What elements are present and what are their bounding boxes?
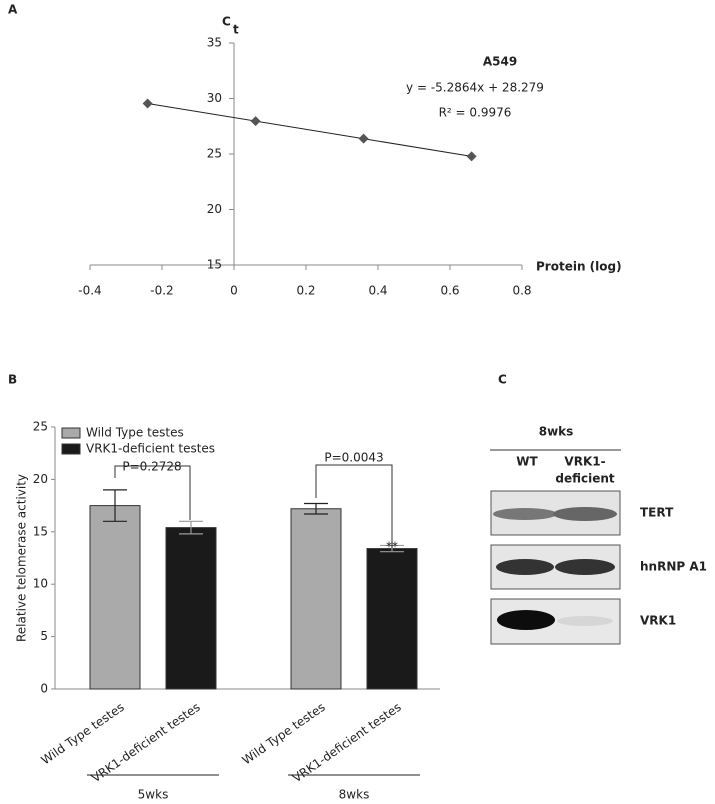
r-squared: R² = 0.9976 — [439, 106, 512, 120]
blot-band — [553, 507, 617, 521]
x-tick-label: 0.8 — [512, 284, 531, 298]
blot-band — [493, 508, 557, 520]
bracket — [315, 464, 393, 548]
blot-row: TERT — [640, 506, 674, 520]
error-bar — [103, 489, 127, 522]
y-tick-label: 10 — [33, 577, 48, 591]
bracket — [114, 465, 191, 520]
x-tick-label: 0.4 — [368, 284, 387, 298]
blot-band — [555, 559, 615, 575]
blot-band — [497, 610, 555, 630]
error-bar — [179, 520, 203, 535]
blot-column: VRK1- — [564, 455, 605, 469]
point — [142, 98, 153, 109]
y-axis-label: C — [222, 15, 231, 29]
x-tick-label: 8wks — [339, 788, 370, 802]
y-tick-label: 15 — [207, 258, 222, 272]
blot-band — [557, 616, 613, 626]
point — [358, 133, 369, 144]
blot-column: WT — [516, 455, 538, 469]
y-tick-label: 0 — [40, 682, 48, 696]
blot-row: VRK1 — [640, 614, 676, 628]
annotation: ** — [386, 540, 398, 554]
y-tick-label: 20 — [33, 472, 48, 486]
y-tick-label: 25 — [207, 147, 222, 161]
bar — [290, 508, 342, 690]
point — [466, 151, 477, 162]
x-tick-label: 0.6 — [440, 284, 459, 298]
y-axis-label-sub: t — [233, 23, 239, 37]
bar — [366, 548, 418, 690]
x-tick-label: -0.4 — [78, 284, 101, 298]
error-bar — [304, 502, 328, 515]
panel-label: A — [8, 3, 18, 17]
panel-label: B — [8, 373, 17, 387]
equation: y = -5.2864x + 28.279 — [406, 81, 544, 95]
legend-swatch — [61, 443, 81, 455]
bar — [165, 527, 217, 690]
y-axis-label: Relative telomerase activity — [15, 474, 29, 642]
y-tick-label: 20 — [207, 202, 222, 216]
x-tick-label: 0.2 — [296, 284, 315, 298]
panel-label: C — [498, 373, 507, 387]
y-tick-label: 5 — [40, 629, 48, 643]
blot-row: hnRNP A1 — [640, 560, 707, 574]
x-tick-label: 5wks — [138, 788, 169, 802]
legend-swatch — [61, 427, 81, 439]
x-tick-label: 0 — [230, 284, 238, 298]
trendline — [147, 103, 472, 157]
y-tick-label: 35 — [207, 36, 222, 50]
y-tick-label: 25 — [33, 420, 48, 434]
y-tick-label: 15 — [33, 524, 48, 538]
legend-label: VRK1-deficient testes — [86, 442, 215, 456]
point — [250, 116, 261, 127]
blot-band — [496, 559, 554, 575]
legend-label: Wild Type testes — [86, 426, 184, 440]
chart-title: A549 — [483, 55, 517, 69]
annotation: P=0.0043 — [324, 451, 383, 465]
x-axis-label: Protein (log) — [536, 260, 622, 274]
blot-title: 8wks — [539, 425, 574, 439]
blot-images — [490, 449, 621, 645]
y-tick-label: 30 — [207, 91, 222, 105]
annotation: P=0.2728 — [122, 460, 181, 474]
x-tick-label: -0.2 — [150, 284, 173, 298]
bar — [89, 505, 141, 690]
blot-column: deficient — [555, 472, 615, 486]
